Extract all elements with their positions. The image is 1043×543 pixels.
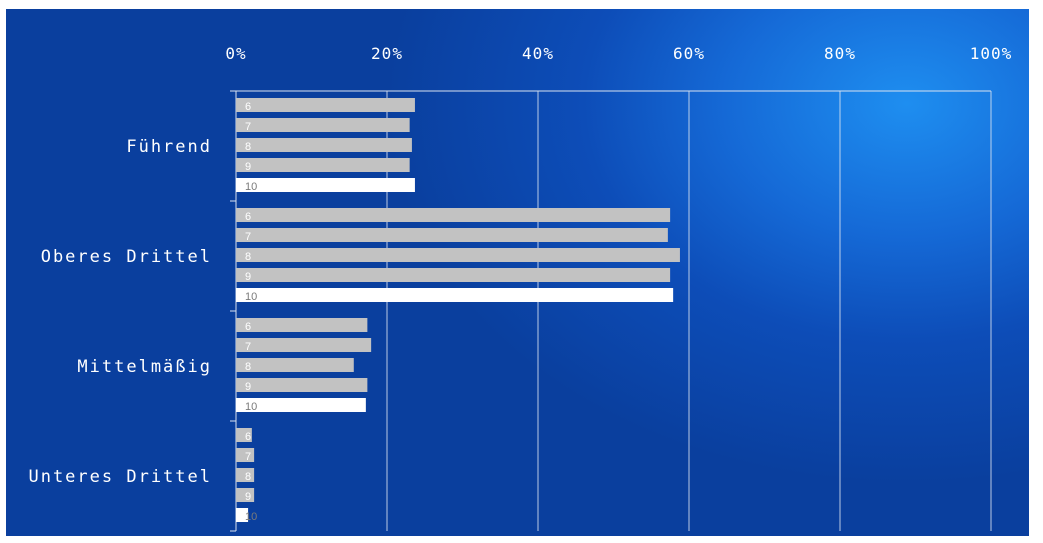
bar-8 — [236, 358, 354, 372]
bar-10 — [236, 288, 674, 302]
bar-7 — [236, 338, 372, 352]
category-label: Oberes Drittel — [41, 247, 212, 267]
series-label: 9 — [245, 161, 251, 173]
bar-10 — [236, 508, 249, 522]
series-label: 6 — [245, 431, 251, 443]
series-label: 6 — [245, 211, 251, 223]
series-label: 10 — [245, 511, 257, 523]
series-label: 9 — [245, 491, 251, 503]
series-label: 7 — [245, 341, 251, 353]
series-label: 6 — [245, 321, 251, 333]
category-label: Mittelmäßig — [77, 357, 212, 377]
series-label: 6 — [245, 101, 251, 113]
category-label: Unteres Drittel — [28, 467, 212, 487]
bar-10 — [236, 398, 366, 412]
bar-6 — [236, 208, 671, 222]
series-label: 8 — [245, 141, 251, 153]
x-tick-label: 0% — [225, 44, 246, 63]
bar-6 — [236, 98, 415, 112]
category-label: Führend — [126, 137, 212, 157]
bar-6 — [236, 318, 368, 332]
bar-8 — [236, 468, 255, 482]
series-label: 7 — [245, 231, 251, 243]
series-label: 8 — [245, 471, 251, 483]
x-tick-label: 20% — [371, 44, 403, 63]
bar-chart: 0% 20% 40% 60% 80% 100% Führend Oberes Drittel… — [28, 44, 1013, 532]
x-tick-label: 40% — [522, 44, 554, 63]
bar-9 — [236, 378, 368, 392]
series-label: 9 — [245, 271, 251, 283]
bar-6 — [236, 428, 252, 442]
x-tick-label: 100% — [970, 44, 1013, 63]
series-label: 7 — [245, 451, 251, 463]
bar-7 — [236, 228, 668, 242]
bar-8 — [236, 138, 412, 152]
series-label: 10 — [245, 181, 257, 193]
series-label: 7 — [245, 121, 251, 133]
bar-8 — [236, 248, 680, 262]
bar-7 — [236, 448, 255, 462]
series-label: 8 — [245, 361, 251, 373]
x-tick-label: 80% — [824, 44, 856, 63]
bar-9 — [236, 268, 671, 282]
x-tick-label: 60% — [673, 44, 705, 63]
series-label: 8 — [245, 251, 251, 263]
bar-10 — [236, 178, 415, 192]
bar-7 — [236, 118, 410, 132]
chart-frame: 0% 20% 40% 60% 80% 100% Führend Oberes Drittel… — [6, 9, 1029, 536]
series-label: 10 — [245, 401, 257, 413]
series-label: 9 — [245, 381, 251, 393]
bar-9 — [236, 488, 255, 502]
bar-9 — [236, 158, 410, 172]
series-label: 10 — [245, 291, 257, 303]
